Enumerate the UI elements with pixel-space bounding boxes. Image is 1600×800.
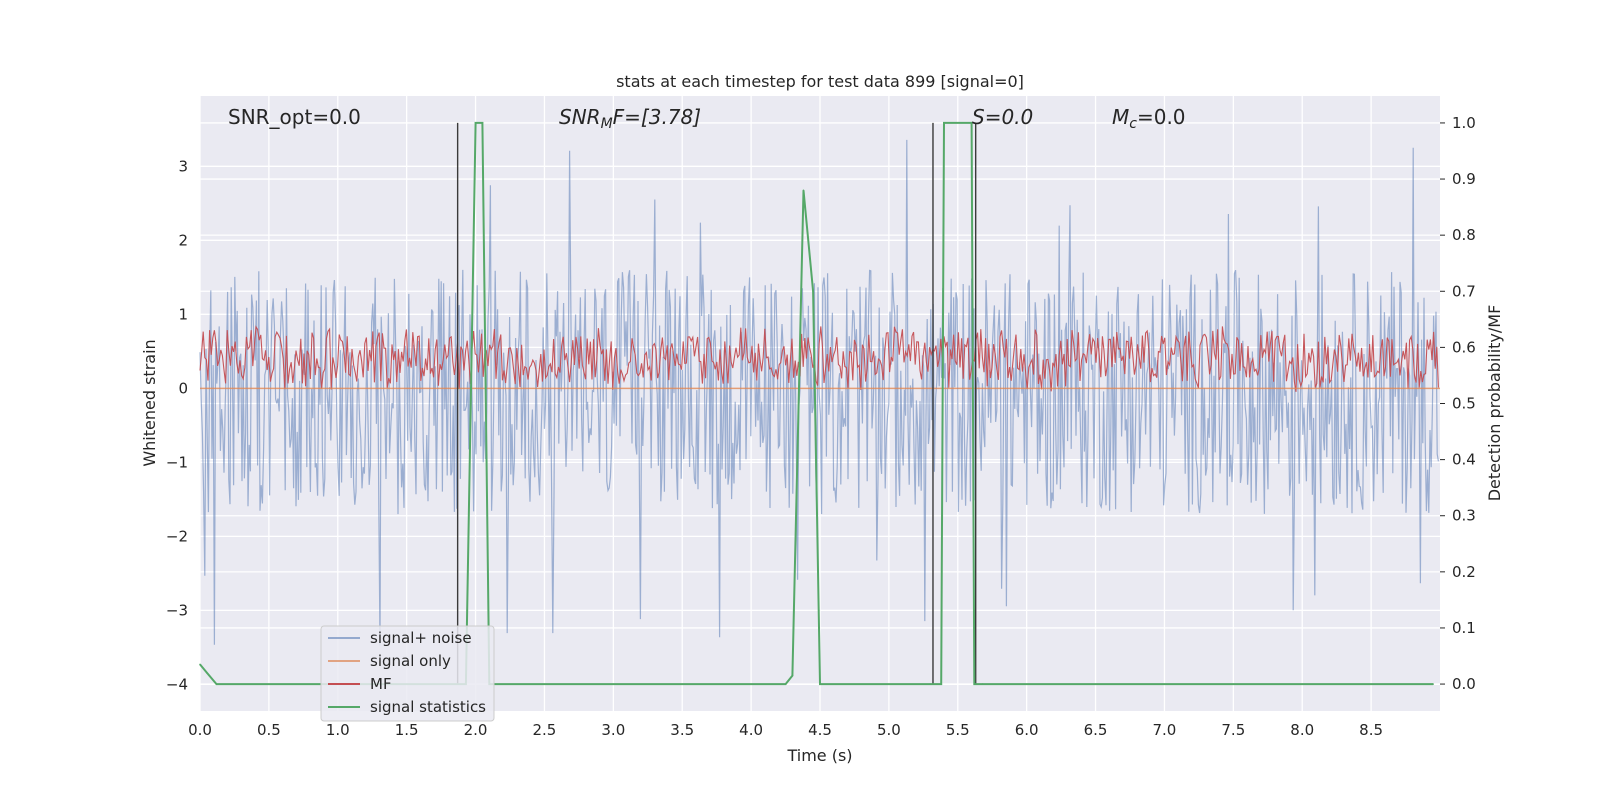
y2-tick-label: 0.7 bbox=[1452, 282, 1476, 300]
legend-label-mf: MF bbox=[370, 675, 392, 693]
threshold-lines bbox=[456, 122, 977, 685]
signal-statistics-point bbox=[215, 683, 218, 685]
x-tick-label: 0.5 bbox=[257, 721, 281, 739]
legend-label-signal-only: signal only bbox=[370, 652, 451, 670]
x-tick-labels: 0.0 0.5 1.0 1.5 2.0 2.5 3.0 3.5 4.0 4.5 5.0 5.5 6.0 6… bbox=[188, 721, 1383, 739]
annotation-snr-mf: SNRMF=[3.78] bbox=[559, 105, 701, 132]
noise-line bbox=[199, 139, 1439, 646]
y2-tick-label: 0.8 bbox=[1452, 226, 1476, 244]
annotation-snr-opt: SNR_opt=0.0 bbox=[228, 105, 361, 129]
y2-tick-labels: 1.0 0.9 0.8 0.7 0.6 0.5 0.4 0.3 0.2 0.1 0.0 bbox=[1440, 114, 1476, 693]
signal-statistics-point bbox=[981, 683, 984, 685]
signal-statistics-point bbox=[784, 683, 787, 685]
signal-statistics-point bbox=[929, 683, 932, 685]
y2-tick-label: 1.0 bbox=[1452, 114, 1476, 132]
x-tick-label: 8.5 bbox=[1359, 721, 1383, 739]
mf-line bbox=[199, 325, 1439, 392]
signal-statistics-point bbox=[206, 672, 208, 674]
x-tick-label: 2.0 bbox=[464, 721, 488, 739]
x-tick-label: 5.0 bbox=[877, 721, 901, 739]
y-tick-label: 0 bbox=[178, 379, 188, 397]
signal-statistics-point bbox=[812, 290, 814, 293]
annotation-mc: Mc=0.0 bbox=[1112, 105, 1186, 132]
y-tick-labels: 3 2 1 0 −1 −2 −3 −4 bbox=[166, 157, 188, 693]
y-tick-label: 3 bbox=[178, 157, 188, 175]
y2-tick-label: 0.6 bbox=[1452, 338, 1476, 356]
legend-box bbox=[320, 625, 495, 722]
x-tick-label: 7.5 bbox=[1221, 721, 1245, 739]
y-tick-label: −1 bbox=[166, 453, 188, 471]
x-tick-label: 1.0 bbox=[326, 721, 350, 739]
y2-tick-label: 0.9 bbox=[1452, 170, 1476, 188]
y-tick-label: 2 bbox=[178, 231, 188, 249]
annotation-s: S=0.0 bbox=[972, 105, 1033, 129]
signal-statistics-point bbox=[802, 189, 805, 192]
y-tick-label: −2 bbox=[166, 527, 188, 545]
y2-tick-label: 0.2 bbox=[1452, 563, 1476, 581]
signal-statistics-point bbox=[973, 683, 976, 685]
y-axis-label: Whitened strain bbox=[140, 339, 159, 466]
signal-noise-series bbox=[199, 139, 1439, 646]
y-tick-label: −4 bbox=[166, 675, 188, 693]
x-tick-label: 2.5 bbox=[533, 721, 557, 739]
signal-statistics-point bbox=[199, 663, 201, 666]
legend-label-signal-noise: signal+ noise bbox=[370, 629, 472, 647]
x-tick-label: 3.0 bbox=[601, 721, 625, 739]
signal-statistics-point bbox=[474, 122, 477, 124]
mf-series bbox=[199, 325, 1439, 392]
legend-label-signal-statistics: signal statistics bbox=[370, 698, 486, 716]
y2-tick-label: 0.3 bbox=[1452, 507, 1476, 525]
y2-tick-label: 0.0 bbox=[1452, 675, 1476, 693]
x-tick-label: 7.0 bbox=[1153, 721, 1177, 739]
x-tick-label: 6.5 bbox=[1084, 721, 1108, 739]
signal-statistics-point bbox=[819, 683, 821, 685]
x-tick-label: 5.5 bbox=[946, 721, 970, 739]
signal-statistics-point bbox=[970, 122, 973, 124]
y-tick-label: 1 bbox=[178, 305, 188, 323]
y2-tick-label: 0.4 bbox=[1452, 451, 1476, 469]
signal-statistics-point bbox=[791, 674, 794, 677]
x-tick-label: 6.0 bbox=[1015, 721, 1039, 739]
signal-statistics-point bbox=[943, 122, 945, 124]
signal-statistics-point bbox=[1432, 683, 1434, 685]
x-tick-label: 1.5 bbox=[395, 721, 419, 739]
legend: signal+ noise signal only MF signal stat… bbox=[320, 625, 495, 722]
x-tick-label: 8.0 bbox=[1290, 721, 1314, 739]
x-tick-label: 4.0 bbox=[739, 721, 763, 739]
y2-tick-label: 0.5 bbox=[1452, 395, 1476, 413]
x-axis-label: Time (s) bbox=[786, 746, 852, 765]
signal-statistics-point bbox=[940, 683, 943, 685]
y2-axis-label: Detection probability/MF bbox=[1485, 305, 1504, 502]
x-tick-label: 3.5 bbox=[670, 721, 694, 739]
y-tick-label: −3 bbox=[166, 601, 188, 619]
signal-statistics-point bbox=[481, 122, 484, 124]
x-tick-label: 4.5 bbox=[808, 721, 832, 739]
x-tick-label: 0.0 bbox=[188, 721, 212, 739]
y2-tick-label: 0.1 bbox=[1452, 619, 1476, 637]
chart-title: stats at each timestep for test data 899… bbox=[616, 72, 1024, 91]
